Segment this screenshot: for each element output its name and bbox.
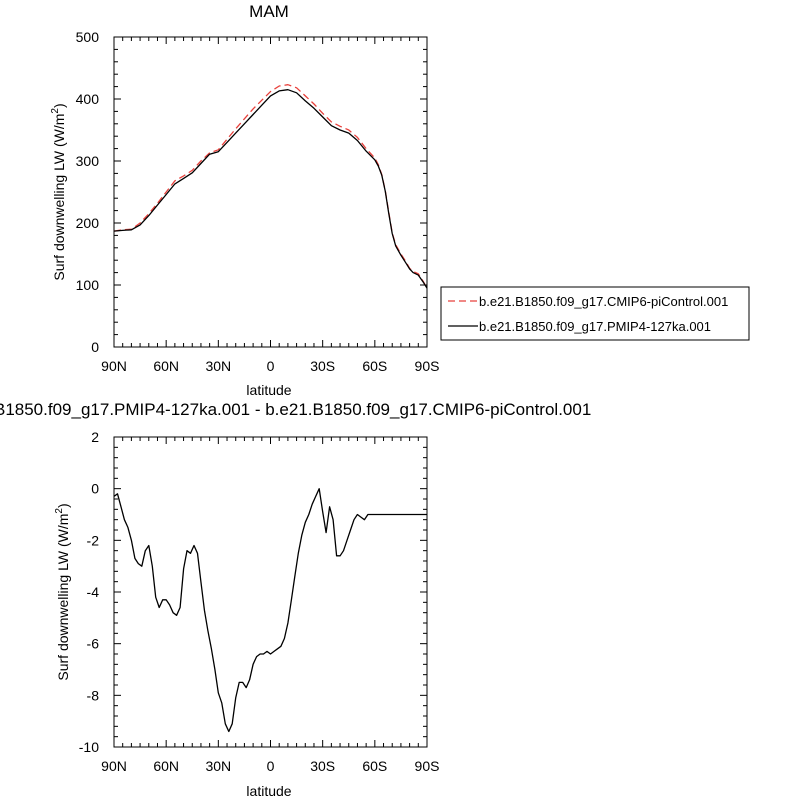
x-tick-label: 60S <box>362 758 387 774</box>
legend-entry-series-1: b.e21.B1850.f09_g17.CMIP6-piControl.001 <box>479 294 728 309</box>
y-tick-label: -6 <box>87 636 100 652</box>
plot-frame <box>113 436 428 748</box>
x-tick-label: 60N <box>153 758 179 774</box>
y-axis-label: Surf downwelling LW (W/m2) <box>50 103 67 280</box>
x-tick-label: 60S <box>362 358 387 374</box>
chart-title: b.e21.B1850.f09_g17.PMIP4-127ka.001 - b.… <box>0 400 591 419</box>
y-axis-label: Surf downwelling LW (W/m2) <box>54 503 71 680</box>
x-tick-label: 0 <box>267 758 275 774</box>
series-lines <box>113 488 427 733</box>
y-tick-label: -2 <box>87 532 100 548</box>
axis-ticks: 90N 60N 30N 0 30S 60S 90S -10 -8 -6 -4 -2 0 2 <box>79 429 440 774</box>
series-lines <box>113 84 428 289</box>
y-tick-label: 0 <box>91 339 99 355</box>
x-tick-label: 90S <box>415 358 440 374</box>
x-tick-label: 30N <box>205 358 231 374</box>
y-axis-label-sup: 2 <box>50 108 61 114</box>
y-tick-label: 300 <box>76 153 100 169</box>
legend-box <box>440 286 750 341</box>
series-line-1 <box>113 488 427 733</box>
y-tick-label: 2 <box>91 429 99 445</box>
y-tick-label: 200 <box>76 215 100 231</box>
x-tick-label: 90S <box>415 758 440 774</box>
x-tick-label: 60N <box>153 358 179 374</box>
plot-frame <box>113 36 428 348</box>
y-tick-label: 500 <box>76 29 100 45</box>
y-tick-label: -4 <box>87 584 100 600</box>
chart-panel-difference: b.e21.B1850.f09_g17.PMIP4-127ka.001 - b.… <box>0 400 591 799</box>
chart-panel-mam: MAM 90N 60N 30N 0 30S 60S 90S0100200300400500 … <box>50 2 750 398</box>
axis-ticks: 90N 60N 30N 0 30S 60S 90S 0 100 200 300 400 500 <box>76 29 440 374</box>
y-tick-label: 400 <box>76 91 100 107</box>
legend-entry-series-2: b.e21.B1850.f09_g17.PMIP4-127ka.001 <box>479 319 711 334</box>
y-tick-label: 0 <box>91 481 99 497</box>
y-tick-label: -8 <box>87 687 100 703</box>
y-axis-label-end: ) <box>55 503 71 508</box>
x-tick-label: 30S <box>310 358 335 374</box>
series-line-2 <box>113 89 428 289</box>
x-tick-label: 90N <box>101 358 127 374</box>
x-tick-label: 90N <box>101 758 127 774</box>
legend: b.e21.B1850.f09_g17.CMIP6-piControl.001 … <box>440 286 750 341</box>
y-axis-label-sup: 2 <box>54 508 65 514</box>
x-tick-label: 30N <box>205 758 231 774</box>
y-axis-label-main: Surf downwelling LW (W/m <box>51 114 67 281</box>
y-tick-label: 100 <box>76 277 100 293</box>
y-axis-label-end: ) <box>51 103 67 108</box>
x-axis-label: latitude <box>246 382 291 398</box>
x-axis-label: latitude <box>246 783 291 799</box>
x-tick-label: 0 <box>267 358 275 374</box>
series-line-1 <box>113 84 428 289</box>
chart-title: MAM <box>249 2 289 21</box>
y-tick-label: -10 <box>79 739 99 755</box>
x-tick-label: 30S <box>310 758 335 774</box>
y-axis-label-main: Surf downwelling LW (W/m <box>55 514 71 681</box>
